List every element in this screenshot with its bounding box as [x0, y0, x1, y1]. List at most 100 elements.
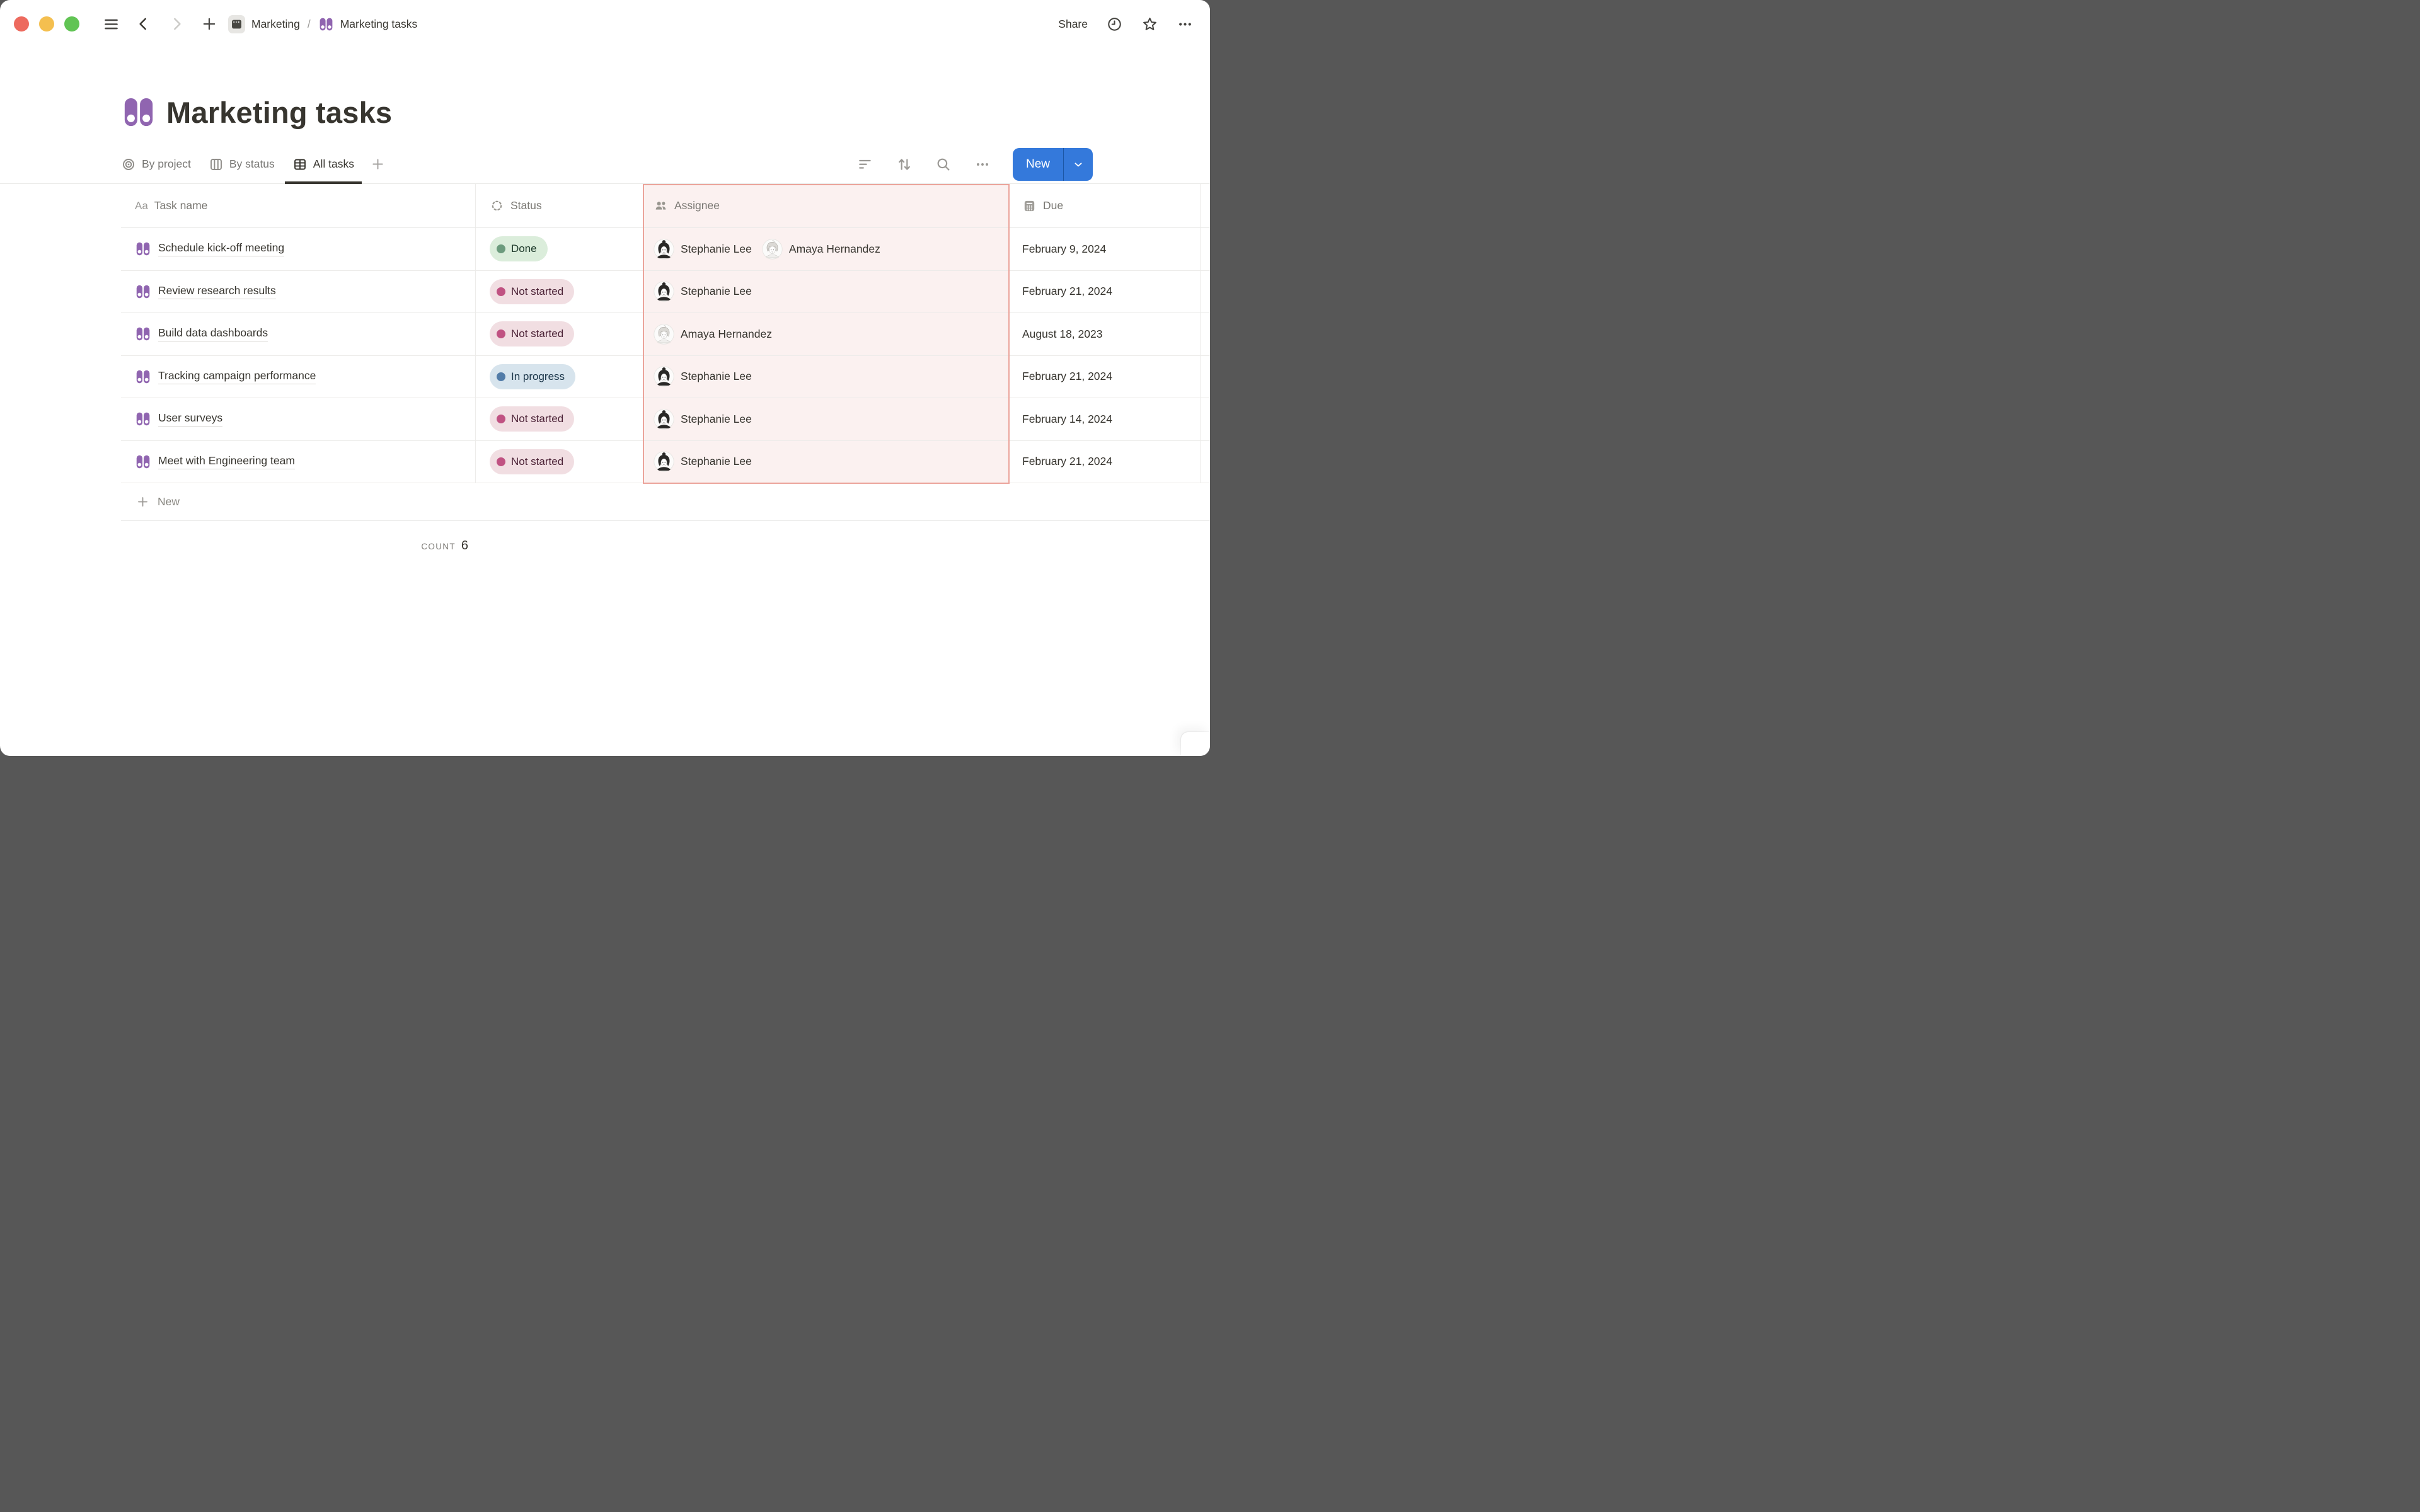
page-title: Marketing tasks [166, 95, 393, 129]
assignee-cell[interactable]: Stephanie Lee [643, 355, 1010, 398]
due-cell[interactable]: February 21, 2024 [1010, 270, 1201, 312]
more-options-icon[interactable] [1176, 15, 1194, 33]
avatar [654, 324, 674, 345]
status-cell[interactable]: In progress [476, 356, 643, 398]
avatar [762, 239, 783, 260]
breadcrumb-parent[interactable]: Marketing [251, 17, 300, 30]
binoculars-icon [135, 454, 151, 470]
assignee-chip[interactable]: Amaya Hernandez [762, 239, 880, 260]
tab-by-status[interactable]: By status [200, 145, 284, 183]
add-view-plus-icon[interactable] [369, 156, 387, 173]
column-header-assignee[interactable]: Assignee [643, 184, 1010, 227]
task-name-cell[interactable]: Tracking campaign performance [121, 355, 476, 398]
due-cell[interactable]: February 21, 2024 [1010, 355, 1201, 398]
status-cell[interactable]: Not started [476, 398, 643, 440]
status-spinner-icon [490, 198, 504, 213]
table-row[interactable]: Schedule kick-off meeting Done Stephanie… [121, 228, 1210, 271]
zoom-window-button[interactable] [64, 16, 79, 32]
table-header-row: Aa Task name Status Assignee Due [121, 184, 1210, 228]
task-link[interactable]: User surveys [158, 411, 223, 427]
target-icon [121, 157, 136, 172]
search-icon[interactable] [935, 156, 952, 173]
assignee-chip[interactable]: Stephanie Lee [654, 239, 752, 260]
due-cell[interactable]: August 18, 2023 [1010, 313, 1201, 355]
board-icon [209, 157, 224, 172]
new-row-button[interactable]: New [121, 483, 1210, 521]
close-window-button[interactable] [14, 16, 29, 32]
binoculars-icon [135, 241, 151, 257]
tab-label: By project [142, 158, 191, 170]
favorite-star-icon[interactable] [1141, 15, 1158, 33]
app-window: Marketing / Marketing tasks Share Marke [0, 0, 1210, 756]
column-header-due[interactable]: Due [1010, 184, 1201, 227]
new-tab-plus-icon[interactable] [200, 15, 218, 33]
due-cell[interactable]: February 21, 2024 [1010, 440, 1201, 483]
assignee-cell[interactable]: Stephanie Lee [643, 270, 1010, 312]
minimize-window-button[interactable] [39, 16, 54, 32]
status-badge: Not started [490, 449, 575, 474]
binoculars-icon [135, 284, 151, 300]
column-header-task-name[interactable]: Aa Task name [121, 184, 476, 227]
binoculars-icon [135, 411, 151, 427]
task-link[interactable]: Tracking campaign performance [158, 369, 316, 384]
task-link[interactable]: Review research results [158, 284, 276, 299]
assignee-chip[interactable]: Stephanie Lee [654, 366, 752, 387]
forward-icon[interactable] [168, 15, 185, 33]
table-row[interactable]: Build data dashboards Not started Amaya … [121, 313, 1210, 356]
status-cell[interactable]: Not started [476, 441, 643, 483]
task-link[interactable]: Meet with Engineering team [158, 454, 295, 469]
filter-icon[interactable] [856, 156, 874, 173]
assignee-cell[interactable]: Stephanie Lee [643, 398, 1010, 440]
new-button[interactable]: New [1012, 147, 1093, 181]
assignee-chip[interactable]: Stephanie Lee [654, 451, 752, 472]
task-name-cell[interactable]: Schedule kick-off meeting [121, 228, 476, 270]
assignee-name: Stephanie Lee [681, 412, 752, 425]
tab-by-project[interactable]: By project [112, 145, 200, 183]
history-clock-icon[interactable] [1105, 15, 1123, 33]
column-header-status[interactable]: Status [476, 184, 643, 227]
view-more-icon[interactable] [974, 156, 991, 173]
chevron-down-icon[interactable] [1064, 148, 1093, 181]
tab-all-tasks[interactable]: All tasks [284, 145, 363, 184]
assignee-cell[interactable]: Amaya Hernandez [643, 313, 1010, 355]
status-cell[interactable]: Done [476, 228, 643, 270]
share-button[interactable]: Share [1058, 17, 1088, 30]
tasks-table: Aa Task name Status Assignee Due [121, 184, 1210, 553]
count-aggregate[interactable]: COUNT 6 [121, 539, 476, 553]
people-icon [654, 198, 668, 213]
avatar [654, 281, 674, 302]
table-row[interactable]: User surveys Not started Stephanie Lee F… [121, 398, 1210, 441]
due-cell[interactable]: February 14, 2024 [1010, 398, 1201, 440]
view-bar: By project By status All tasks [0, 145, 1210, 184]
status-cell[interactable]: Not started [476, 313, 643, 355]
task-link[interactable]: Build data dashboards [158, 326, 268, 342]
breadcrumb-current[interactable]: Marketing tasks [340, 17, 418, 30]
due-cell[interactable]: February 9, 2024 [1010, 228, 1201, 270]
task-name-cell[interactable]: User surveys [121, 398, 476, 440]
avatar [654, 239, 674, 260]
corner-widget[interactable] [1181, 732, 1210, 756]
sidebar-menu-icon[interactable] [102, 15, 120, 33]
table-row[interactable]: Review research results Not started Step… [121, 270, 1210, 313]
status-dot [497, 244, 505, 254]
task-name-cell[interactable]: Build data dashboards [121, 313, 476, 355]
table-row[interactable]: Tracking campaign performance In progres… [121, 355, 1210, 398]
assignee-chip[interactable]: Amaya Hernandez [654, 324, 772, 345]
assignee-cell[interactable]: Stephanie Lee Amaya Hernandez [643, 228, 1010, 270]
task-name-cell[interactable]: Review research results [121, 270, 476, 312]
status-cell[interactable]: Not started [476, 271, 643, 313]
status-badge: Done [490, 236, 548, 262]
table-row[interactable]: Meet with Engineering team Not started S… [121, 440, 1210, 483]
assignee-chip[interactable]: Stephanie Lee [654, 281, 752, 302]
binoculars-icon[interactable] [121, 94, 156, 130]
status-badge: Not started [490, 321, 575, 347]
task-link[interactable]: Schedule kick-off meeting [158, 241, 285, 257]
binoculars-icon [135, 369, 151, 385]
task-name-cell[interactable]: Meet with Engineering team [121, 440, 476, 483]
assignee-cell[interactable]: Stephanie Lee [643, 440, 1010, 483]
back-icon[interactable] [135, 15, 153, 33]
sort-icon[interactable] [896, 156, 913, 173]
new-button-label[interactable]: New [1025, 157, 1050, 171]
tab-label: All tasks [313, 158, 354, 170]
assignee-chip[interactable]: Stephanie Lee [654, 409, 752, 430]
